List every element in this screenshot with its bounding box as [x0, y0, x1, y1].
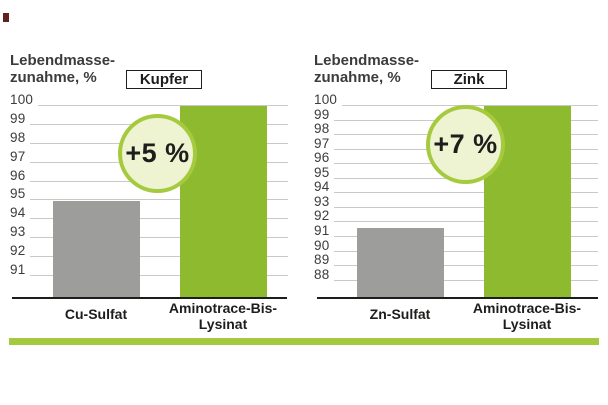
- tick-label: 90: [314, 238, 330, 253]
- tick-label: 93: [10, 224, 26, 239]
- gridline: [30, 255, 288, 257]
- bar-cu-sulfat: [53, 201, 140, 297]
- y-axis-title-left-line2: zunahme, %: [10, 69, 97, 86]
- badge-plus-7-percent: +7 %: [426, 105, 505, 184]
- tick-row: 93: [10, 223, 288, 239]
- tick-label: 97: [10, 149, 26, 164]
- tick-label: 92: [10, 243, 26, 258]
- category-label-aminotrace-left-line1: Aminotrace-Bis-: [168, 300, 278, 316]
- y-axis-title-left-line1: Lebendmasse-: [10, 52, 116, 69]
- chart-title-zink: Zink: [453, 71, 485, 88]
- bar-aminotrace-kupfer: [180, 106, 267, 297]
- bar-zn-sulfat: [357, 228, 444, 297]
- gridline: [334, 206, 598, 208]
- x-axis-line-right: [317, 297, 598, 299]
- tick-row: 100: [10, 91, 288, 107]
- footer-green-strip: [9, 338, 599, 345]
- tick-row: 93: [314, 193, 598, 209]
- badge-plus-5-percent-label: +5 %: [125, 138, 190, 168]
- tick-label: 98: [10, 130, 26, 145]
- tick-label: 96: [10, 168, 26, 183]
- tick-label: 89: [314, 252, 330, 267]
- tick-label: 91: [10, 262, 26, 277]
- gridline: [334, 191, 598, 193]
- gridline: [30, 198, 288, 200]
- y-axis-title-left: Lebendmasse- zunahme, %: [10, 52, 150, 86]
- category-label-aminotrace-right-line2: Lysinat: [502, 315, 552, 332]
- y-axis-title-right-line1: Lebendmasse-: [314, 52, 420, 69]
- chart-title-kupfer: Kupfer: [139, 71, 189, 88]
- tick-label: 100: [10, 92, 34, 107]
- category-label-aminotrace-left-line2: Lysinat: [198, 315, 248, 332]
- tick-label: 99: [314, 107, 330, 122]
- tick-label: 92: [314, 208, 330, 223]
- gridline: [30, 236, 288, 238]
- tick-row: 92: [10, 242, 288, 258]
- y-axis-title-right-line2: zunahme, %: [314, 69, 401, 86]
- tick-row: 95: [10, 185, 288, 201]
- category-label-aminotrace-right: Aminotrace-Bis- Lysinat: [462, 300, 592, 332]
- gridline: [334, 250, 598, 252]
- tick-row: 94: [10, 204, 288, 220]
- tick-row: 94: [314, 178, 598, 194]
- category-label-aminotrace-right-line1: Aminotrace-Bis-: [472, 300, 582, 316]
- x-axis-line-left: [12, 297, 287, 299]
- tick-row: 92: [314, 207, 598, 223]
- gridline: [334, 220, 598, 222]
- tick-label: 94: [314, 179, 330, 194]
- tick-label: 91: [314, 223, 330, 238]
- tick-label: 95: [314, 165, 330, 180]
- decorative-red-mark: [3, 13, 9, 22]
- gridline: [30, 274, 288, 276]
- chart-title-box-kupfer: Kupfer: [126, 70, 202, 89]
- gridline: [30, 217, 288, 219]
- tick-label: 93: [314, 194, 330, 209]
- gridline: [334, 279, 598, 281]
- gridline: [38, 104, 288, 106]
- category-label-cu-sulfat: Cu-Sulfat: [64, 306, 128, 322]
- tick-label: 98: [314, 121, 330, 136]
- tick-label: 95: [10, 186, 26, 201]
- badge-plus-7-percent-label: +7 %: [433, 129, 498, 159]
- tick-row: 91: [10, 261, 288, 277]
- tick-label: 94: [10, 205, 26, 220]
- gridline: [334, 235, 598, 237]
- category-label-aminotrace-left: Aminotrace-Bis- Lysinat: [158, 300, 288, 332]
- chart-title-box-zink: Zink: [431, 70, 507, 89]
- badge-plus-5-percent: +5 %: [118, 114, 197, 193]
- tick-row: 91: [314, 222, 598, 238]
- category-label-zn-sulfat: Zn-Sulfat: [369, 306, 431, 322]
- tick-label: 100: [314, 92, 338, 107]
- tick-row: 90: [314, 237, 598, 253]
- tick-row: 100: [314, 91, 598, 107]
- gridline: [334, 264, 598, 266]
- y-axis-title-right: Lebendmasse- zunahme, %: [314, 52, 454, 86]
- tick-label: 97: [314, 136, 330, 151]
- tick-label: 99: [10, 111, 26, 126]
- tick-label: 88: [314, 267, 330, 282]
- tick-row: 89: [314, 251, 598, 267]
- tick-row: 88: [314, 266, 598, 282]
- tick-label: 96: [314, 150, 330, 165]
